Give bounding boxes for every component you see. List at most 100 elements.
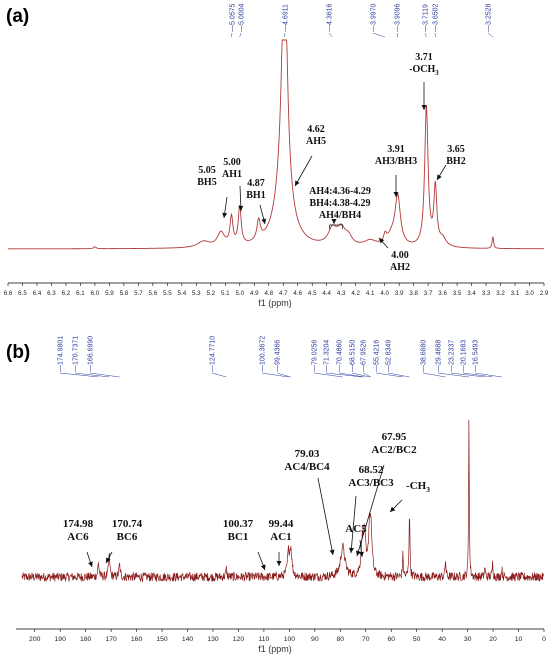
peak-ppm-label-b: —70.4860 (337, 340, 344, 372)
annotation-arrow-a (294, 155, 313, 187)
peak-labels-a: —5.0575 —5.0004 —4.6911 —4.3616 —3.9970 —3.90… (230, 3, 494, 38)
tick-label-a: 3.8 (409, 290, 418, 297)
tick-label-a: 4.4 (322, 290, 331, 297)
peak-connector-b (325, 372, 363, 378)
annotation-line-b: 170.74 (112, 518, 143, 530)
tick-label-a: 5.1 (221, 290, 230, 297)
arrowhead-b (358, 551, 364, 557)
peak-ppm-label-b: —52.8349 (386, 340, 393, 372)
tick-label-b: 190 (55, 636, 67, 643)
tick-label-a: 4.0 (380, 290, 389, 297)
tick-label-a: 4.7 (279, 290, 288, 297)
peak-connector-b (422, 372, 446, 378)
peak-ppm-label-a: —3.6502 (433, 3, 440, 32)
annotation-line-a: AH2 (390, 262, 410, 273)
arrowhead-a (437, 174, 442, 180)
peak-connector-a (328, 32, 333, 38)
x-axis-b: 200 190 180 170 160 150 140 130 120 110 100 90 80 70 6… (16, 628, 546, 643)
tick-label-b: 10 (515, 636, 523, 643)
peak-ppm-label-b: —71.3204 (324, 340, 331, 372)
panel-label-a: (a) (6, 6, 29, 27)
tick-label-b: 30 (464, 636, 472, 643)
subscript: 3 (435, 69, 439, 77)
arrowhead-b (106, 557, 111, 563)
arrowhead-a (222, 212, 228, 218)
peak-connector-a (396, 32, 398, 38)
peak-connector-b (450, 372, 485, 378)
peak-labels-b: —174.9801 —170.7371 —166.6990 —124.7710 —100… (58, 336, 502, 378)
peak-connector-b (276, 372, 291, 378)
peak-connector-b (437, 372, 469, 378)
tick-label-a: 2.9 (540, 290, 549, 297)
tick-label-a: 3.7 (424, 290, 433, 297)
peak-connector-b (462, 372, 493, 378)
peak-connector-b (362, 372, 372, 378)
tick-label-a: 5.8 (120, 290, 129, 297)
annotations-a: 5.05BH55.00AH14.87BH14.62AH5AH4:4.36-4.2… (197, 52, 465, 273)
annotation-line-a: 4.62 (307, 124, 325, 135)
peak-ppm-label-a: —3.7119 (423, 4, 430, 32)
annotation-line-a: 4.87 (247, 178, 265, 189)
tick-label-a: 6.0 (91, 290, 100, 297)
tick-label-b: 170 (105, 636, 117, 643)
peak-connector-b (313, 372, 343, 378)
tick-label-a: 4.6 (293, 290, 302, 297)
tick-label-b: 140 (182, 636, 194, 643)
tick-label-a: 3.3 (482, 290, 491, 297)
peak-ppm-label-a: —5.0004 (239, 3, 246, 32)
tick-label-a: 4.1 (366, 290, 375, 297)
tick-label-a: 3.1 (511, 290, 520, 297)
peak-ppm-label-b: —99.4366 (275, 340, 282, 372)
annotation-line-a: BH4:4.38-4.29 (309, 198, 370, 209)
x-axis-label-b: f1 (ppm) (258, 644, 292, 654)
tick-label-a: 5.0 (235, 290, 244, 297)
annotation-line-a: AH4:4.36-4.29 (309, 186, 371, 197)
annotation-line-a: BH1 (246, 190, 265, 201)
peak-connector-b (261, 372, 289, 378)
annotation-line-a: 5.05 (198, 165, 216, 176)
peak-ppm-label-b: —100.3672 (260, 336, 267, 372)
tick-label-a: 6.1 (76, 290, 85, 297)
tick-label-a: 6.5 (18, 290, 27, 297)
annotation-line-b: AC3/BC3 (348, 477, 394, 489)
tick-label-a: 4.2 (351, 290, 360, 297)
arrowhead-b (390, 506, 396, 512)
tick-label-a: 3.0 (525, 290, 534, 297)
peak-annotation-b: -CH3 (389, 480, 430, 513)
tick-label-a: 5.7 (134, 290, 143, 297)
annotation-arrow-b (356, 464, 385, 557)
peak-connector-a (239, 32, 242, 38)
annotation-line-a: 3.91 (387, 144, 405, 155)
tick-label-a: 5.3 (192, 290, 201, 297)
panel-label-b: (b) (6, 342, 30, 363)
tick-label-b: 130 (207, 636, 219, 643)
arrowhead-b (329, 549, 335, 555)
tick-label-a: 5.2 (207, 290, 216, 297)
tick-label-b: 180 (80, 636, 92, 643)
annotation-line-b: 99.44 (269, 518, 294, 530)
arrowhead-a (393, 192, 399, 197)
tick-label-b: 110 (258, 636, 269, 643)
tick-label-b: 20 (489, 636, 497, 643)
annotation-arrow-b (350, 495, 357, 554)
tick-label-b: 80 (337, 636, 345, 643)
tick-label-a: 3.5 (453, 290, 462, 297)
peak-ppm-label-b: —29.4688 (436, 340, 443, 372)
annotation-line-b: AC4/BC4 (284, 461, 330, 473)
tick-label-b: 60 (387, 636, 395, 643)
tick-label-a: 4.3 (337, 290, 346, 297)
peak-ppm-label-a: —4.3616 (327, 3, 334, 32)
tick-label-b: 40 (438, 636, 446, 643)
arrowhead-a (421, 105, 427, 110)
x-axis-label-a: f1 (ppm) (258, 298, 292, 308)
annotation-line-b: 100.37 (223, 518, 254, 530)
